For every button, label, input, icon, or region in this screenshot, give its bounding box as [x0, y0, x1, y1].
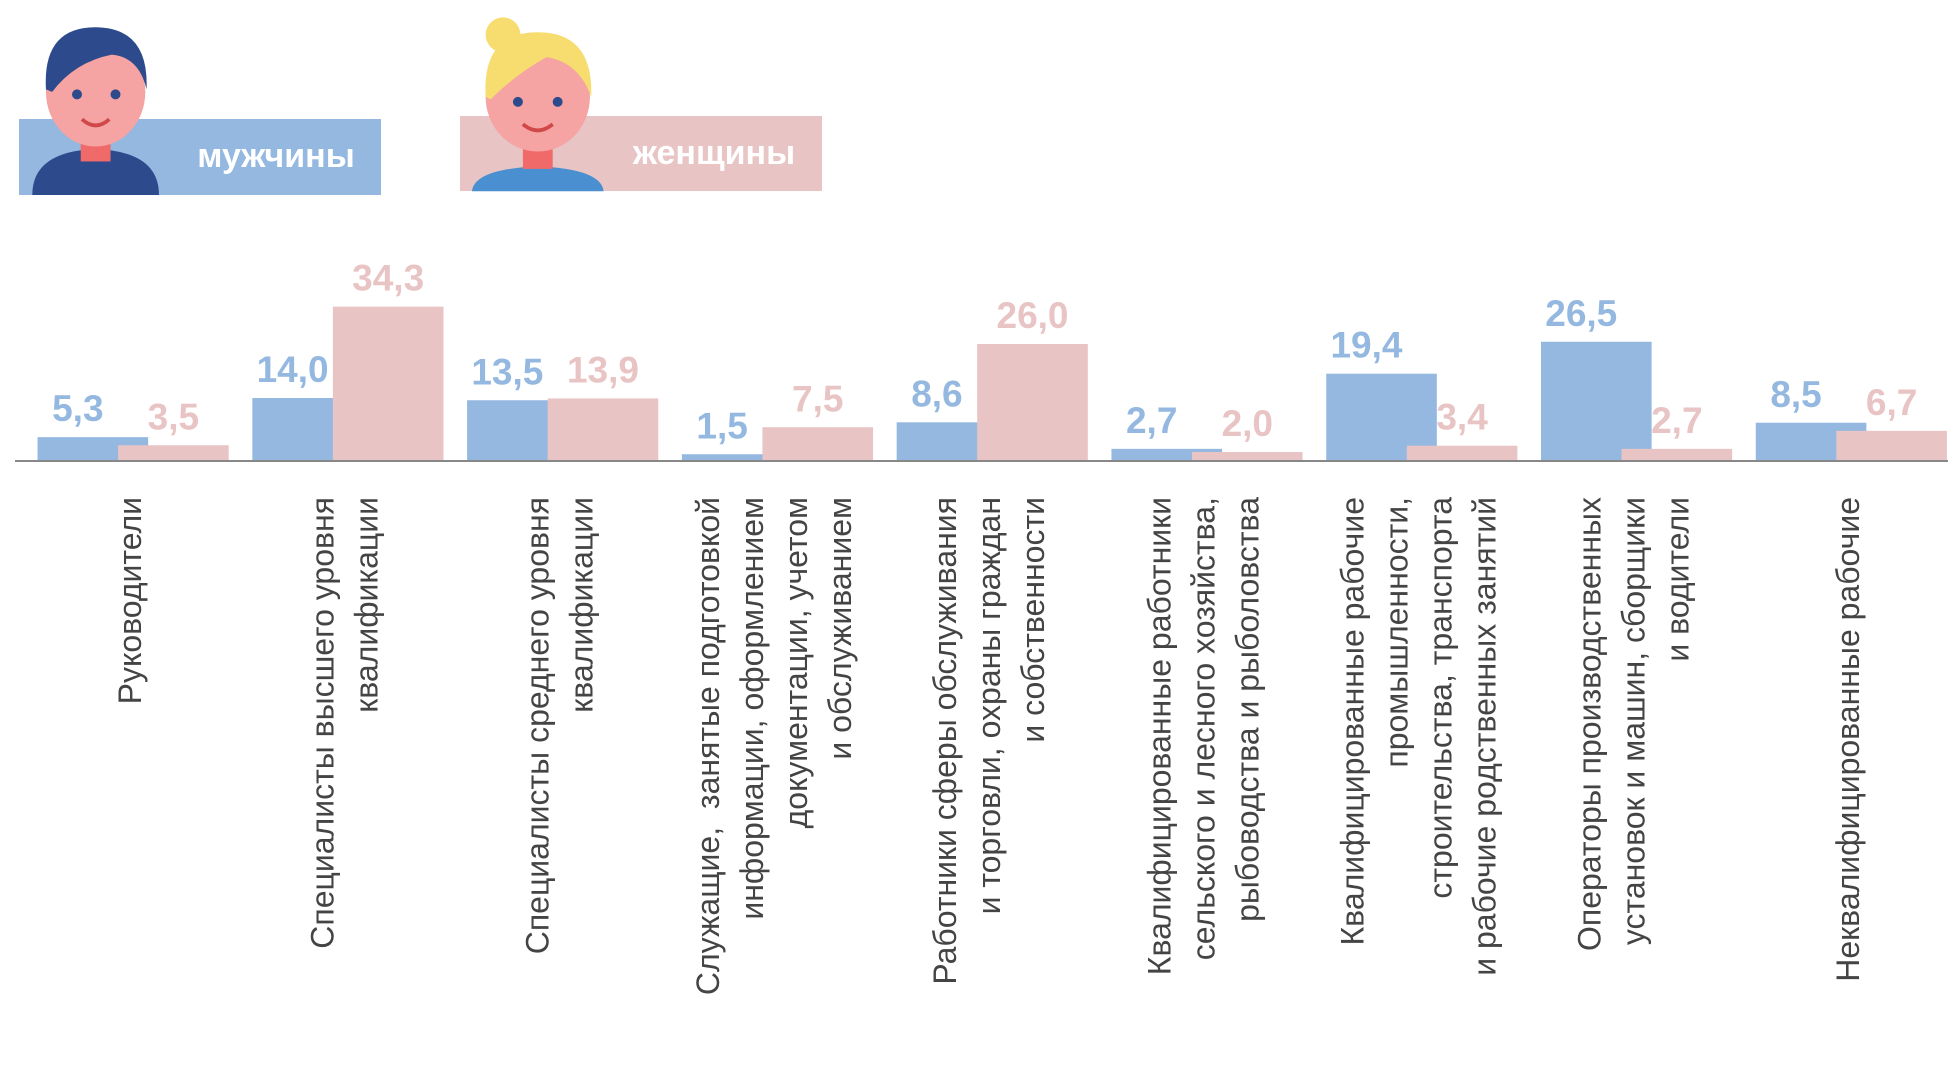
x-tick-label-line: Операторы производственных — [1571, 497, 1607, 951]
x-tick-label: Операторы производственных установок и ма… — [1571, 497, 1695, 951]
value-label: 3,4 — [1436, 397, 1488, 438]
legend-label: женщины — [632, 134, 795, 172]
x-tick-label-line: строительства, транспорта — [1423, 497, 1459, 899]
x-tick-label-line: Специалисты высшего уровня — [305, 497, 341, 949]
value-label: 2,7 — [1126, 400, 1177, 441]
value-label: 8,6 — [911, 373, 962, 414]
x-tick-label-line: квалификации — [563, 497, 599, 713]
value-label: 13,5 — [471, 351, 543, 392]
value-label: 6,7 — [1866, 382, 1917, 423]
x-tick-label: Работники сферы обслуживания и торговли, … — [927, 497, 1051, 985]
x-tick-label-line: и рабочие родственных занятий — [1467, 497, 1503, 976]
x-tick-label-line: и обслуживанием — [822, 497, 858, 760]
x-tick-label: Руководители — [112, 497, 148, 704]
x-tick-label-line: документации, учетом — [778, 497, 814, 828]
bar — [1836, 430, 1947, 461]
x-tick-label: Квалифицированные рабочие промышленности,… — [1335, 497, 1503, 976]
x-tick-label-line: установок и машин, сборщики — [1615, 497, 1651, 945]
value-label: 8,5 — [1770, 374, 1821, 415]
bar — [332, 306, 444, 461]
bar — [1191, 452, 1303, 461]
value-label: 26,5 — [1545, 293, 1617, 334]
value-label: 26,0 — [997, 295, 1069, 336]
x-tick-label-line: квалификации — [349, 497, 385, 713]
x-tick-label-line: и водители — [1659, 497, 1695, 662]
x-tick-label-line: и собственности — [1015, 497, 1051, 743]
bar — [1540, 341, 1652, 461]
x-tick-label-line: Специалисты среднего уровня — [519, 497, 555, 954]
value-label: 14,0 — [257, 349, 329, 390]
x-tick-label-line: информации, оформлением — [734, 497, 770, 920]
x-tick-label: Неквалифицированные рабочие — [1830, 497, 1866, 982]
value-label: 34,3 — [352, 258, 424, 299]
x-tick-label-line: сельского и лесного хозяйства, — [1186, 497, 1222, 960]
value-label: 7,5 — [792, 378, 843, 419]
legend: мужчины женщины — [19, 17, 822, 195]
value-label: 3,5 — [148, 396, 199, 437]
bar — [547, 398, 659, 461]
x-tick-label-line: Неквалифицированные рабочие — [1830, 497, 1866, 982]
value-label: 13,9 — [567, 349, 639, 390]
value-label: 19,4 — [1330, 325, 1402, 366]
legend-label: мужчины — [197, 137, 355, 175]
man-icon — [32, 27, 159, 195]
x-tick-label-line: Квалифицированные работники — [1142, 497, 1178, 975]
value-label: 1,5 — [696, 405, 747, 446]
x-tick-label: Специалисты высшего уровня квалификации — [305, 497, 385, 949]
value-label: 2,7 — [1651, 400, 1702, 441]
bar — [118, 445, 229, 461]
x-tick-label-line: Служащие, занятые подготовкой — [690, 497, 726, 995]
x-tick-label: Служащие, занятые подготовкой информации,… — [690, 497, 858, 995]
value-label: 2,0 — [1222, 403, 1273, 444]
x-tick-label: Квалифицированные работники сельского и л… — [1142, 497, 1266, 975]
x-tick-label-line: промышленности, — [1379, 497, 1415, 768]
x-tick-label-line: и торговли, охраны граждан — [971, 497, 1007, 914]
woman-icon — [471, 17, 604, 192]
x-tick-label: Специалисты среднего уровня квалификации — [519, 497, 599, 954]
x-tick-label-line: Квалифицированные рабочие — [1335, 497, 1371, 945]
value-label: 5,3 — [52, 388, 103, 429]
bar — [762, 427, 874, 461]
bar — [1621, 448, 1733, 461]
x-tick-label-line: Руководители — [112, 497, 148, 704]
x-tick-label-line: Работники сферы обслуживания — [927, 497, 963, 985]
x-tick-label-line: рыбоводства и рыболовства — [1230, 497, 1266, 922]
bar — [977, 344, 1088, 461]
bar — [1406, 445, 1518, 461]
bar — [681, 454, 793, 461]
